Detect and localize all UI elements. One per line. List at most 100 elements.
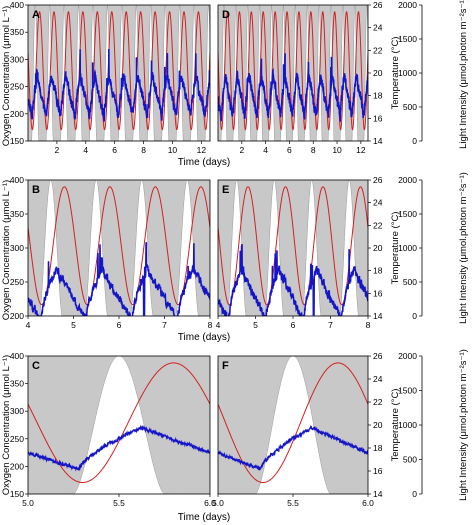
y-tick-label: 400 [10, 351, 24, 361]
light-tick-label: 500 [403, 277, 417, 287]
light-tick-label: 1500 [398, 34, 417, 44]
x-tick-label: 5.0 [212, 498, 224, 508]
temp-tick-label: 26 [373, 175, 383, 185]
light-axis-title: Light Intensity (μmol.photon m⁻²s⁻¹) [458, 349, 469, 501]
x-tick-label: 12 [197, 145, 207, 155]
x-axis-title: Time (days) [178, 332, 230, 343]
y-tick-label: 300 [10, 406, 24, 416]
x-axis-title: Time (days) [178, 157, 230, 168]
light-tick-label: 500 [403, 455, 417, 465]
oxygen-line [28, 424, 210, 472]
temp-tick-label: 22 [373, 45, 383, 55]
light-tick-label: 1000 [398, 243, 417, 253]
light-tick-label: 2000 [398, 0, 417, 10]
temp-tick-label: 14 [373, 136, 383, 146]
y-tick-label: 350 [10, 209, 24, 219]
plot-area [218, 180, 368, 316]
y-tick-label: 350 [10, 379, 24, 389]
temp-tick-label: 20 [373, 420, 383, 430]
y-tick-label: 250 [10, 277, 24, 287]
panel-label: E [222, 184, 229, 196]
oxygen-line [218, 424, 368, 471]
y-tick-label: 350 [10, 27, 24, 37]
panel-C: C 5.0 5.5 6.0 150 200 250 300 350 400 [10, 351, 216, 508]
x-tick-label: 5 [71, 320, 76, 330]
plot-area [28, 5, 210, 141]
oxygen-line [28, 242, 210, 316]
temp-tick-label: 22 [373, 220, 383, 230]
x-tick-label: 8 [366, 320, 371, 330]
y-tick-label: 150 [10, 136, 24, 146]
x-tick-label: 6 [287, 145, 292, 155]
temp-tick-label: 16 [373, 113, 383, 123]
temp-tick-label: 14 [373, 489, 383, 499]
oxygen-line [28, 48, 210, 122]
light-tick-label: 2000 [398, 175, 417, 185]
temp-tick-label: 26 [373, 0, 383, 10]
panel-E: E 4 5 6 7 814 16 18 20 22 24 26 0 500 1000 1500 2000 [216, 175, 423, 330]
y-tick-label: 200 [10, 461, 24, 471]
x-tick-label: 2 [55, 145, 60, 155]
temperature-axis-title: Temperature (°C) [390, 389, 401, 462]
panel-B: B 4 5 6 7 8 200 250 300 350 400 [10, 175, 213, 330]
x-tick-label: 2 [239, 145, 244, 155]
x-tick-label: 5.5 [287, 498, 299, 508]
temp-tick-label: 20 [373, 243, 383, 253]
x-tick-label: 6 [291, 320, 296, 330]
oxygen-line [218, 243, 368, 316]
light-axis-title: Light Intensity (μmol.photon m⁻²s⁻¹) [458, 172, 469, 324]
plot-area [28, 180, 210, 316]
x-tick-label: 8 [311, 145, 316, 155]
light-axis-title: Light Intensity (μmol.photon m⁻²s⁻¹) [458, 0, 469, 149]
x-tick-label: 6 [117, 320, 122, 330]
x-tick-label: 10 [332, 145, 342, 155]
y-tick-label: 300 [10, 54, 24, 64]
x-tick-label: 6.0 [362, 498, 374, 508]
light-tick-label: 1000 [398, 420, 417, 430]
y-tick-label: 250 [10, 434, 24, 444]
x-tick-label: 8 [141, 145, 146, 155]
y-tick-label: 200 [10, 109, 24, 119]
x-tick-label: 10 [168, 145, 178, 155]
oxygen-line [218, 53, 368, 122]
light-tick-label: 1000 [398, 68, 417, 78]
temp-tick-label: 18 [373, 91, 383, 101]
temperature-axis-title: Temperature (°C) [390, 37, 401, 110]
temperature-line [218, 186, 368, 306]
temp-tick-label: 24 [373, 374, 383, 384]
x-tick-label: 5.0 [22, 498, 34, 508]
temp-tick-label: 16 [373, 288, 383, 298]
panel-label: B [32, 184, 40, 196]
x-tick-label: 6.0 [204, 498, 216, 508]
oxygen-axis-title: Oxygen Concentration (μmol L⁻¹) [1, 355, 12, 495]
y-tick-label: 250 [10, 82, 24, 92]
light-tick-label: 0 [412, 311, 417, 321]
y-tick-label: 400 [10, 175, 24, 185]
light-tick-label: 1500 [398, 386, 417, 396]
temp-tick-label: 18 [373, 443, 383, 453]
panel-label: A [32, 9, 40, 21]
oxygen-axis-title: Oxygen Concentration (μmol L⁻¹) [1, 180, 12, 320]
panel-label: C [32, 360, 40, 372]
temp-tick-label: 14 [373, 311, 383, 321]
oxygen-axis-title: Oxygen Concentration (μmol L⁻¹) [1, 6, 12, 146]
temp-tick-label: 24 [373, 198, 383, 208]
light-tick-label: 2000 [398, 351, 417, 361]
y-tick-label: 200 [10, 311, 24, 321]
temp-tick-label: 26 [373, 351, 383, 361]
y-tick-label: 150 [10, 489, 24, 499]
temp-tick-label: 24 [373, 23, 383, 33]
temp-tick-label: 22 [373, 397, 383, 407]
panel-A: A 2 4 6 8 10 12 150 200 250 300 350 400 [10, 0, 211, 155]
x-tick-label: 12 [356, 145, 366, 155]
x-tick-label: 7 [328, 320, 333, 330]
x-tick-label: 5 [253, 320, 258, 330]
x-tick-label: 5.5 [113, 498, 125, 508]
temp-tick-label: 20 [373, 68, 383, 78]
temperature-axis-title: Temperature (°C) [390, 212, 401, 285]
x-axis-title: Time (days) [178, 512, 230, 523]
temp-tick-label: 18 [373, 266, 383, 276]
x-tick-label: 8 [208, 320, 213, 330]
